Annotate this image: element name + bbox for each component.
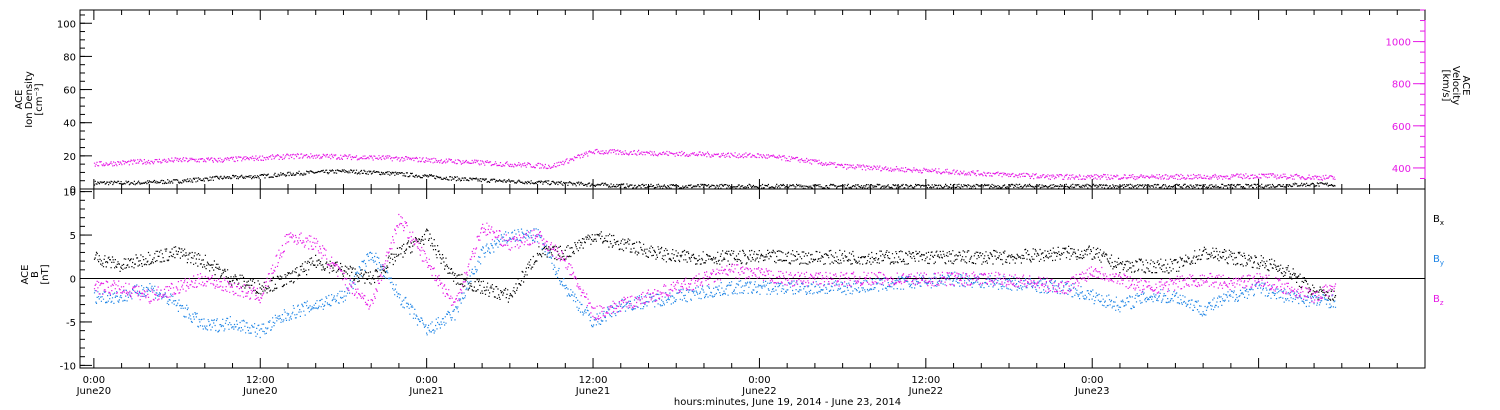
- legend-subscript: x: [1440, 219, 1444, 227]
- y-tick-label: 20: [63, 152, 76, 163]
- y-tick-label: 60: [63, 86, 76, 97]
- y-tick-label: 0: [70, 275, 76, 286]
- bottom-y-ticks: -10 -5 0 5 10: [60, 188, 92, 372]
- axis-title-line: ACE: [14, 90, 25, 110]
- top-right-axis-title: ACEVelocity[km/s]: [1440, 66, 1471, 105]
- x-time-label: 12:00: [911, 375, 940, 386]
- y-tick-label: 5: [70, 231, 76, 242]
- y-tick-label: -10: [60, 361, 76, 372]
- x-date-label: June20: [242, 386, 278, 397]
- y-tick-label: -5: [66, 318, 76, 329]
- bx-series: [93, 228, 1337, 303]
- axis-title-line: [nT]: [40, 264, 51, 284]
- axis-title-line: [cm⁻³]: [34, 83, 45, 115]
- legend-symbol: B: [1433, 294, 1440, 305]
- legend-symbol: B: [1433, 214, 1440, 225]
- axis-title-line: [km/s]: [1440, 70, 1451, 102]
- legend-bx: Bx: [1433, 214, 1444, 227]
- bz-points: [93, 213, 1337, 321]
- x-time-label: 0:00: [83, 375, 105, 386]
- top-left-axis-title: ACEIon Density[cm⁻³]: [14, 71, 45, 128]
- x-axis-labels: 0:00June2012:00June200:00June2112:00June…: [76, 375, 1110, 397]
- bx-points: [93, 228, 1337, 303]
- y-tick-label: 1000: [1386, 38, 1411, 49]
- x-time-label: 12:00: [579, 375, 608, 386]
- density-points: [93, 169, 1336, 189]
- by-series: [93, 228, 1337, 339]
- y-tick-label: 10: [63, 188, 76, 199]
- axis-title-line: ACE: [20, 265, 31, 285]
- legend-by: By: [1433, 254, 1444, 267]
- x-time-label: 0:00: [748, 375, 770, 386]
- y-tick-label: 80: [63, 52, 76, 63]
- top-left-y-ticks: 0 20 40 60 80 100: [57, 14, 92, 196]
- bz-series: [93, 213, 1337, 321]
- y-tick-label: 100: [57, 19, 76, 30]
- axis-title-line: B: [30, 271, 41, 278]
- density-series: [93, 169, 1336, 189]
- legend-subscript: z: [1440, 299, 1444, 307]
- x-time-label: 0:00: [1081, 375, 1103, 386]
- x-date-label: June21: [575, 386, 611, 397]
- y-tick-label: 600: [1392, 122, 1411, 133]
- x-date-label: June21: [408, 386, 444, 397]
- x-date-label: June22: [908, 386, 944, 397]
- y-tick-label: 800: [1392, 80, 1411, 91]
- axis-title-line: ACE: [1460, 76, 1471, 96]
- top-panel-frame: [79, 9, 1426, 190]
- axis-title-line: Ion Density: [24, 71, 35, 128]
- velocity-series: [93, 148, 1336, 181]
- velocity-points: [93, 148, 1336, 181]
- by-points: [93, 228, 1337, 339]
- axis-title-line: Velocity: [1450, 66, 1461, 105]
- legend-symbol: B: [1433, 254, 1440, 265]
- x-axis-title: hours:minutes, June 19, 2014 - June 23, …: [674, 397, 901, 408]
- x-date-label: June20: [76, 386, 112, 397]
- top-right-y-ticks: 400 600 800 1000: [1386, 9, 1426, 190]
- y-tick-label: 400: [1392, 164, 1411, 175]
- top-x-ticks: [93, 10, 1426, 189]
- bottom-axis-title: ACEB[nT]: [20, 264, 51, 284]
- y-tick-label: 0: [70, 185, 76, 196]
- bottom-x-ticks: [93, 189, 1426, 368]
- x-date-label: June23: [1074, 386, 1110, 397]
- y-tick-label: 40: [63, 119, 76, 130]
- x-date-label: June22: [741, 386, 777, 397]
- legend-subscript: y: [1440, 259, 1444, 267]
- x-time-label: 12:00: [246, 375, 275, 386]
- x-time-label: 0:00: [415, 375, 437, 386]
- legend-bz: Bz: [1433, 294, 1444, 307]
